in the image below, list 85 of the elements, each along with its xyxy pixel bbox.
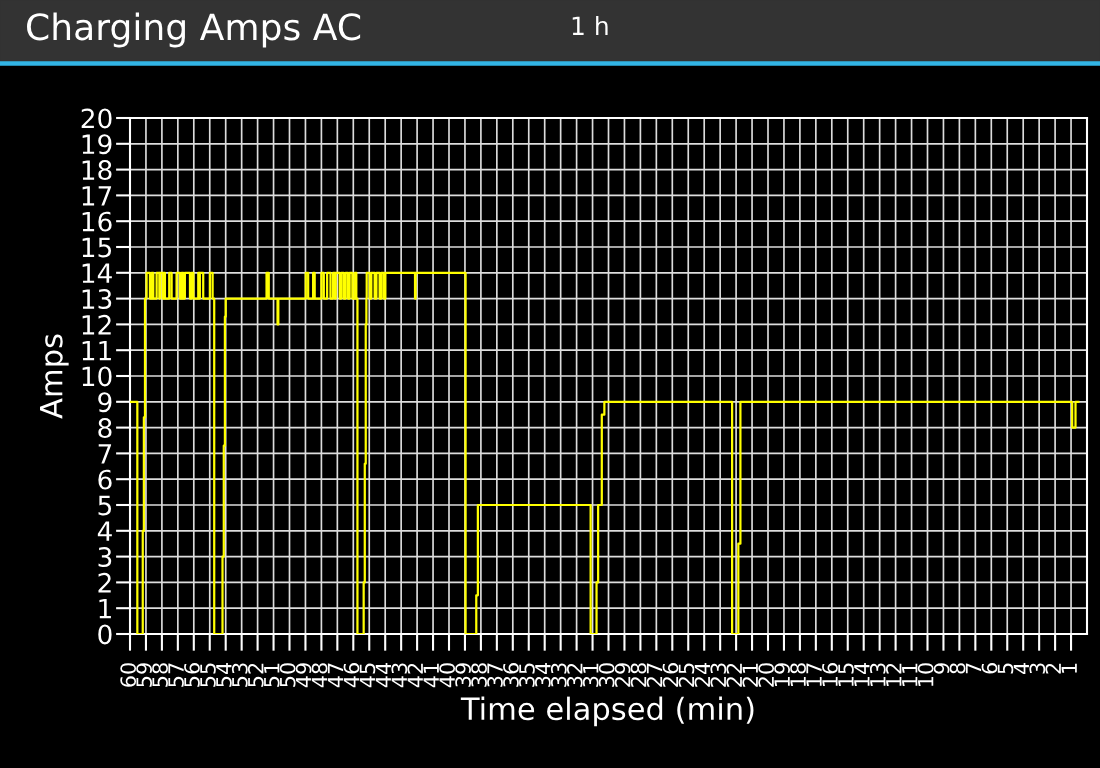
- x-tick-label: 51: [264, 663, 280, 687]
- x-tick-label: 41: [423, 663, 439, 688]
- x-tick-label: 21: [742, 663, 758, 687]
- x-tick-label: 56: [184, 663, 200, 687]
- y-axis-title: Amps: [40, 334, 69, 419]
- y-tick-label: 4: [97, 521, 112, 541]
- x-tick-label: 19: [774, 663, 790, 686]
- y-tick-label: 1: [99, 598, 111, 619]
- chart-subtitle: 1 h: [572, 15, 608, 35]
- x-tick-label: 37: [487, 663, 503, 687]
- chart-title: Charging Amps AC: [27, 12, 361, 48]
- x-tick-label: 13: [869, 663, 886, 686]
- y-tick-label: 6: [98, 469, 112, 490]
- y-tick-label: 17: [82, 186, 112, 206]
- x-tick-label: 54: [216, 662, 232, 687]
- y-tick-label: 3: [98, 547, 112, 567]
- x-tick-label: 59: [136, 663, 152, 687]
- x-tick-label: 30: [598, 663, 615, 687]
- y-tick-label: 16: [82, 211, 112, 232]
- x-tick-label: 44: [375, 662, 391, 688]
- x-tick-label: 28: [630, 663, 647, 687]
- x-tick-label: 45: [359, 663, 376, 688]
- x-tick-label: 27: [646, 663, 663, 687]
- x-tick-label: 40: [439, 663, 456, 688]
- x-tick-label: 33: [550, 663, 567, 687]
- x-tick-label: 24: [694, 662, 710, 687]
- y-tick-label: 11: [82, 340, 111, 361]
- x-tick-label: 55: [200, 663, 216, 687]
- x-tick-label: 25: [678, 663, 695, 687]
- x-tick-label: 58: [152, 663, 168, 687]
- x-tick-label: 32: [566, 663, 583, 687]
- x-tick-label: 2: [1045, 663, 1061, 674]
- x-tick-label: 20: [758, 663, 775, 687]
- y-tick-label: 15: [82, 237, 112, 258]
- x-tick-label: 49: [295, 663, 312, 688]
- y-tick-label: 5: [98, 495, 112, 516]
- x-tick-label: 22: [726, 663, 742, 687]
- x-tick-label: 1: [1061, 663, 1077, 673]
- x-tick-label: 4: [1013, 662, 1029, 675]
- x-tick-label: 53: [231, 663, 248, 687]
- y-tick-label: 12: [82, 314, 111, 335]
- y-tick-label: 19: [82, 134, 112, 155]
- x-axis-title: Time elapsed (min): [460, 696, 754, 727]
- x-tick-label: 18: [790, 663, 806, 686]
- y-tick-label: 20: [81, 108, 112, 129]
- x-tick-label: 38: [471, 663, 487, 687]
- x-tick-label: 9: [933, 663, 950, 674]
- x-tick-label: 14: [854, 662, 870, 686]
- x-tick-label: 23: [710, 663, 727, 687]
- y-tick-label: 14: [82, 263, 112, 283]
- x-tick-label: 50: [279, 663, 296, 687]
- x-tick-label: 52: [247, 663, 264, 687]
- x-tick-label: 35: [519, 663, 535, 687]
- x-tick-label: 6: [981, 663, 998, 674]
- x-tick-label: 3: [1029, 663, 1046, 674]
- y-tick-label: 2: [98, 572, 111, 593]
- x-tick-label: 46: [343, 663, 360, 688]
- y-tick-label: 18: [82, 160, 112, 180]
- y-tick-label: 8: [98, 418, 112, 438]
- x-tick-label: 12: [885, 663, 902, 686]
- y-tick-label: 0: [98, 624, 112, 645]
- x-tick-label: 42: [407, 663, 423, 688]
- x-tick-label: 10: [917, 663, 934, 686]
- x-tick-label: 43: [391, 663, 408, 688]
- x-tick-label: 36: [503, 663, 519, 687]
- x-tick-label: 48: [311, 663, 328, 688]
- y-tick-label: 9: [98, 392, 112, 413]
- x-tick-label: 8: [949, 663, 966, 674]
- y-tick-label: 13: [82, 289, 112, 309]
- x-tick-label: 7: [965, 663, 982, 674]
- x-tick-label: 26: [662, 663, 679, 687]
- x-tick-label: 29: [614, 663, 631, 687]
- x-tick-label: 34: [534, 662, 551, 687]
- x-tick-label: 11: [902, 663, 918, 686]
- x-tick-label: 15: [838, 663, 854, 686]
- y-tick-label: 7: [98, 444, 112, 464]
- x-tick-label: 39: [455, 663, 471, 687]
- x-tick-label: 16: [822, 663, 838, 686]
- y-tick-label: 10: [82, 366, 112, 387]
- x-tick-label: 57: [168, 663, 184, 687]
- x-tick-label: 17: [806, 663, 822, 686]
- x-tick-label: 47: [327, 663, 344, 688]
- x-tick-label: 31: [582, 663, 599, 687]
- x-tick-label: 60: [120, 663, 137, 687]
- x-tick-label: 5: [997, 663, 1014, 674]
